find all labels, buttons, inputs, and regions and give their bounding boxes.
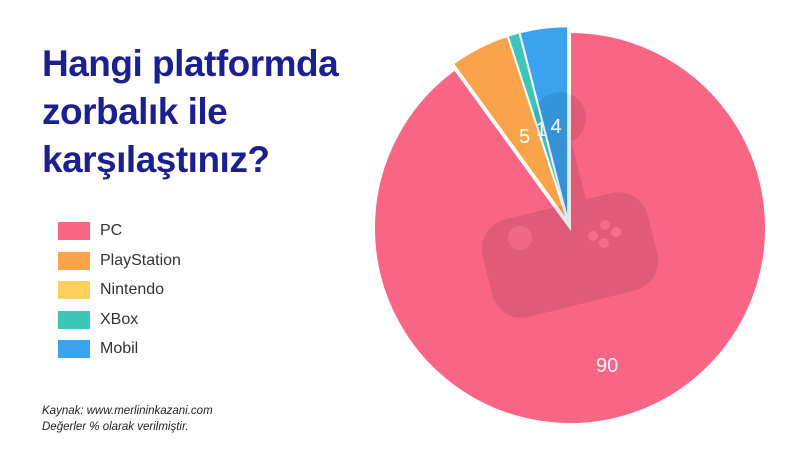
legend-item-playstation: PlayStation	[58, 249, 181, 273]
legend-label-xbox: XBox	[100, 310, 139, 328]
pie-slice-playstation	[451, 34, 570, 223]
pie-data-labels: 415 90	[519, 116, 618, 377]
legend-label-nintendo: Nintendo	[100, 281, 165, 298]
data-label-pc: 90	[596, 355, 618, 377]
legend-swatch-pc	[58, 222, 90, 240]
legend-item-xbox: XBox	[58, 308, 181, 332]
legend-item-mobil: Mobil	[58, 337, 181, 361]
source-note: Kaynak: www.merlininkazani.com	[42, 405, 213, 417]
legend-label-playstation: PlayStation	[100, 251, 181, 269]
pie-slices	[373, 25, 767, 425]
legend-item-nintendo: Nintendo	[58, 278, 181, 302]
legend-swatch-nintendo	[58, 281, 90, 299]
data-label-mobil: 4	[551, 116, 562, 138]
data-label-xbox: 1	[536, 119, 547, 141]
legend-swatch-mobil	[58, 340, 90, 358]
chart-footnote: Kaynak: www.merlininkazani.com Değerler …	[42, 403, 213, 435]
chart-legend: PC PlayStation Nintendo XBox Mobil	[58, 219, 181, 367]
chart-title: Hangi platformda zorbalık ile karşılaştı…	[42, 43, 339, 180]
legend-label-mobil: Mobil	[100, 340, 139, 357]
legend-label-pc: PC	[100, 222, 123, 239]
legend-swatch-playstation	[58, 251, 90, 270]
unit-note: Değerler % olarak verilmiştir.	[42, 421, 189, 433]
data-label-playstation: 5	[519, 126, 530, 148]
legend-item-pc: PC	[58, 219, 181, 243]
pie-chart: 415 90	[373, 25, 767, 425]
gamepad-joystick-icon	[481, 92, 659, 318]
legend-swatch-xbox	[58, 310, 90, 329]
pie-slice-pc	[373, 30, 767, 425]
